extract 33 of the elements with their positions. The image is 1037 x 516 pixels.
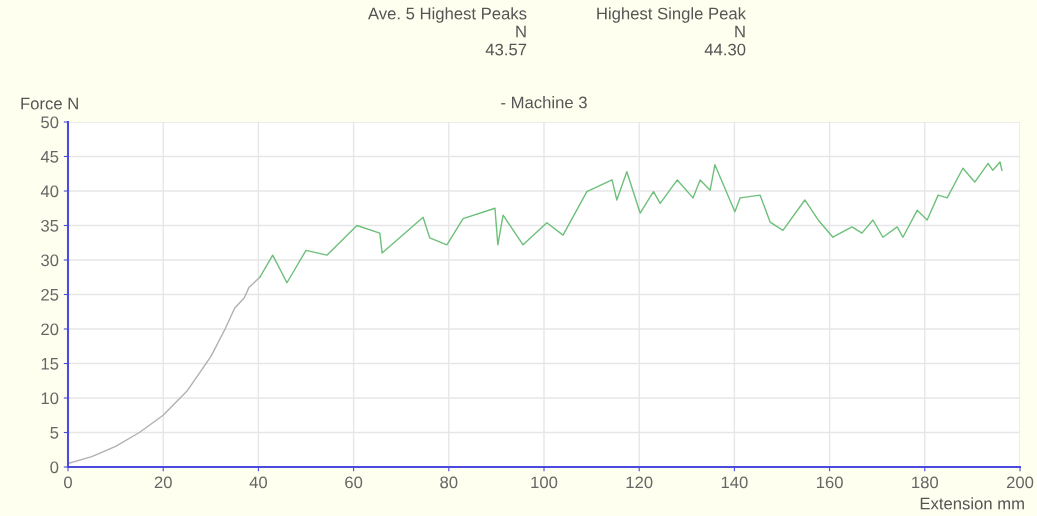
text: Ave. 5 Highest Peaks (367, 7, 527, 23)
y-tick-label: 25 (41, 288, 59, 301)
y-axis-title: Force N (21, 97, 78, 110)
x-tick-label: 0 (64, 476, 72, 489)
text: 44.30 (704, 43, 746, 56)
y-tick-label: 30 (41, 254, 59, 267)
y-tick-label: 10 (41, 392, 59, 405)
x-tick-label: 160 (816, 476, 843, 489)
x-tick-label: 100 (531, 476, 558, 489)
x-axis-title: Extension mm (920, 497, 1024, 510)
y-tick-label: 20 (41, 323, 59, 336)
y-tick-label: 0 (50, 461, 59, 474)
line-series (68, 276, 261, 465)
line-series (259, 161, 1003, 284)
text: 43.57 (485, 43, 527, 56)
x-tick-label: 60 (345, 476, 363, 489)
text: Highest Single Peak (597, 7, 747, 23)
x-tick-label: 20 (154, 476, 172, 489)
x-tick-label: 180 (912, 476, 939, 489)
y-tick-label: 40 (40, 185, 59, 198)
y-tick-label: 50 (41, 116, 59, 129)
x-tick-label: 200 (1006, 476, 1034, 489)
y-tick-label: 45 (40, 151, 59, 163)
chart-title: - Machine 3 (501, 96, 587, 109)
x-tick-label: 80 (440, 476, 458, 489)
y-tick-label: 15 (41, 358, 59, 370)
x-tick-label: 40 (249, 476, 268, 489)
text: N (735, 25, 745, 38)
x-tick-label: 120 (626, 476, 653, 489)
x-tick-label: 140 (721, 476, 748, 489)
y-tick-label: 5 (50, 427, 59, 439)
text: N (516, 25, 526, 38)
y-tick-label: 35 (41, 219, 59, 232)
